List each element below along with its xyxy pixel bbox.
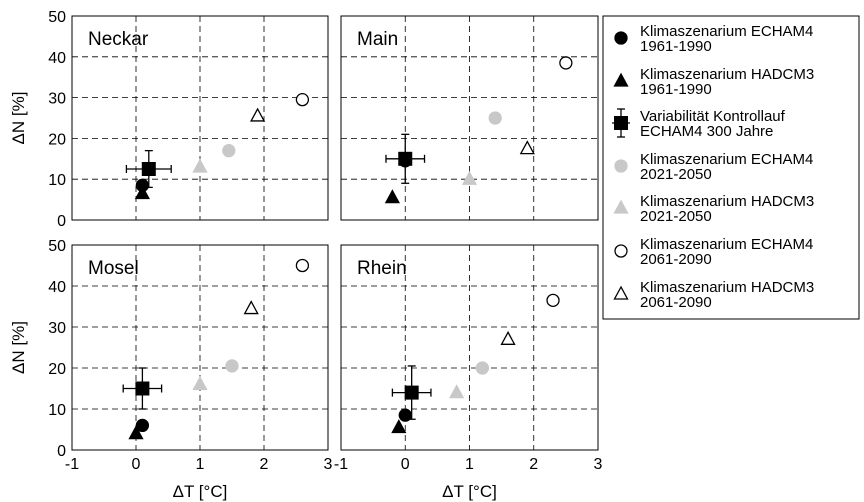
x-tick-label: 1 <box>465 456 474 473</box>
data-point-series-4 <box>461 170 478 185</box>
legend-marker-circle-open <box>614 244 628 258</box>
panel-title: Mosel <box>88 258 139 279</box>
legend-label: 1961-1990 <box>640 38 712 55</box>
x-tick-label: 2 <box>260 456 269 473</box>
legend-label: Klimaszenarium HADCM3 <box>640 279 814 296</box>
legend-label: 2061-2090 <box>640 251 712 268</box>
legend-marker-square-errorbar-black <box>614 116 628 130</box>
data-point-series-1 <box>128 425 144 440</box>
y-tick-label: 30 <box>48 91 66 108</box>
x-tick-label: -1 <box>334 456 348 473</box>
y-tick-label: 10 <box>48 402 66 419</box>
data-point-series-6 <box>250 107 266 122</box>
legend-marker-triangle-filled-black <box>613 72 629 87</box>
x-tick-label: 0 <box>401 456 410 473</box>
y-tick-label: 50 <box>48 9 66 26</box>
y-tick-label: 0 <box>57 443 66 460</box>
data-point-series-5 <box>295 92 310 107</box>
legend-box <box>602 15 860 320</box>
data-point-series-6 <box>519 140 535 155</box>
legend-label: Variabilität Kontrollauf <box>640 108 786 125</box>
y-tick-label: 30 <box>48 320 66 337</box>
y-tick-label: 40 <box>48 50 66 67</box>
data-point-series-6 <box>500 330 516 345</box>
legend-label: Klimaszenarium HADCM3 <box>640 193 814 210</box>
x-tick-label: -1 <box>65 456 79 473</box>
y-axis-label: ΔN [%] <box>9 92 28 145</box>
x-tick-label: 3 <box>594 456 603 473</box>
data-point-series-5 <box>559 56 573 70</box>
legend-label: Klimaszenarium ECHAM4 <box>640 23 813 40</box>
x-tick-label: 2 <box>529 456 538 473</box>
legend-marker-triangle-filled-gray <box>613 199 629 214</box>
data-point-series-3 <box>488 111 502 125</box>
data-point-series-4 <box>192 158 208 173</box>
data-point-series-5 <box>546 293 560 308</box>
legend-label: 2021-2050 <box>640 208 712 225</box>
y-tick-label: 40 <box>48 279 66 296</box>
x-tick-label: 1 <box>196 456 205 473</box>
data-point-series-2 <box>141 162 156 176</box>
legend: Klimaszenarium ECHAM41961-1990Klimaszena… <box>602 15 860 320</box>
legend-marker-circle-filled-gray <box>614 159 628 173</box>
x-axis-label: ΔT [°C] <box>442 482 497 501</box>
data-point-series-6 <box>243 300 259 315</box>
y-tick-label: 20 <box>48 361 66 378</box>
panel-title: Neckar <box>88 29 149 50</box>
panel-main: Main <box>340 15 599 221</box>
data-point-series-3 <box>225 359 239 373</box>
data-point-series-1 <box>384 189 400 204</box>
data-point-series-3 <box>222 143 236 158</box>
legend-label: Klimaszenarium HADCM3 <box>640 66 814 83</box>
legend-label: ECHAM4 300 Jahre <box>640 123 773 140</box>
data-point-series-1 <box>391 419 407 434</box>
y-axis-label: ΔN [%] <box>9 321 28 374</box>
legend-label: Klimaszenarium ECHAM4 <box>640 151 813 168</box>
legend-label: Klimaszenarium ECHAM4 <box>640 236 813 253</box>
x-axis-label: ΔT [°C] <box>173 482 228 501</box>
panel-neckar: 0 10 20 30 40 50 ΔN [%] Neckar <box>9 9 329 230</box>
legend-marker-circle-filled-black <box>614 31 628 45</box>
panel-title: Main <box>357 29 398 50</box>
legend-label: 2061-2090 <box>640 294 712 311</box>
data-point-series-2 <box>135 381 150 396</box>
data-point-series-4 <box>192 376 208 391</box>
data-point-series-2 <box>398 151 413 166</box>
y-tick-label: 50 <box>48 238 66 255</box>
data-point-series-5 <box>295 258 310 273</box>
data-point-series-1 <box>134 185 150 200</box>
y-tick-label: 10 <box>48 172 66 189</box>
panel-rhein: -1 0 1 2 3 ΔT [°C] Rhein <box>334 244 603 501</box>
legend-label: 1961-1990 <box>640 81 712 98</box>
x-tick-label: 3 <box>324 456 333 473</box>
data-point-series-2 <box>404 385 419 400</box>
legend-marker-triangle-open <box>613 285 629 300</box>
y-tick-label: 20 <box>48 131 66 148</box>
panel-title: Rhein <box>357 258 407 279</box>
data-point-series-4 <box>449 384 465 399</box>
x-tick-label: 0 <box>132 456 141 473</box>
data-point-series-3 <box>475 361 490 375</box>
data-point-series-0 <box>135 418 150 433</box>
y-tick-label: 0 <box>57 213 66 230</box>
legend-label: 2021-2050 <box>640 166 712 183</box>
